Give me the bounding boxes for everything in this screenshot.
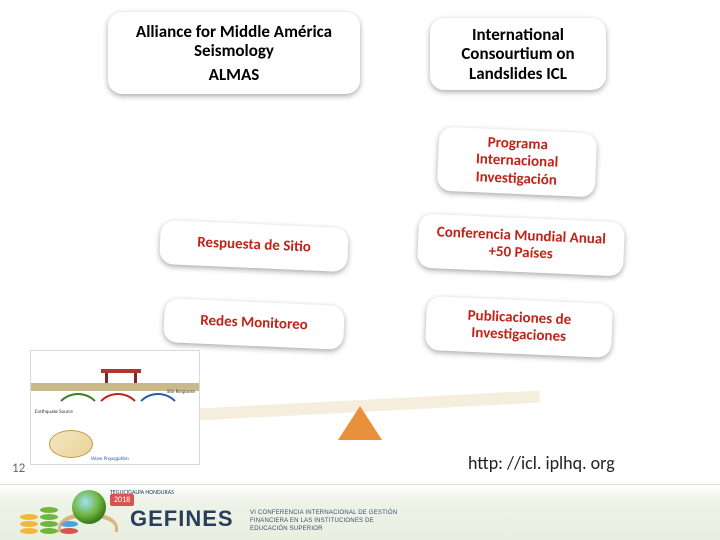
footer-earth-icon	[72, 490, 106, 524]
diagram-label-wave: Wave Propagation	[91, 456, 129, 462]
card-respuesta: Respuesta de Sitio	[159, 220, 349, 272]
card-publicaciones: Publicaciones de Investigaciones	[425, 296, 613, 358]
icl-line3: Landslides ICL	[461, 64, 574, 84]
almas-line1: Alliance for Middle América	[136, 22, 332, 42]
diagram-bridge	[101, 361, 141, 383]
respuesta-text: Respuesta de Sitio	[197, 235, 311, 257]
diagram-fault	[49, 430, 93, 458]
diagram-label-site: Site Response	[167, 389, 195, 395]
icl-line1: International	[461, 25, 574, 45]
card-almas: Alliance for Middle América Seismology A…	[108, 12, 360, 94]
wave-blue	[133, 393, 183, 443]
url-text: http: //icl. iplhq. org	[468, 452, 615, 474]
balance-scale	[180, 400, 540, 440]
almas-line3: ALMAS	[136, 65, 332, 85]
footer-location: TEGUCIGALPA HONDURAS	[110, 488, 174, 496]
page-number: 12	[12, 461, 25, 476]
scale-pivot	[338, 406, 382, 440]
publicaciones-text: Publicaciones de Investigaciones	[439, 306, 598, 347]
footer-text-block: GEFINES VI CONFERENCIA INTERNACIONAL DE …	[130, 506, 234, 532]
footer-sub1: VI CONFERENCIA INTERNACIONAL DE GESTIÓN	[250, 510, 430, 517]
programa-text: Programa Internacional Investigación	[451, 133, 583, 190]
footer-title: GEFINES	[130, 506, 234, 532]
card-icl: International Consourtium on Landslides …	[430, 18, 606, 90]
footer-sub2: FINANCIERA EN LAS INSTITUCIONES DE	[250, 518, 430, 525]
icl-line2: Consourtium on	[461, 44, 574, 64]
footer-sub3: EDUCACIÓN SUPERIOR	[250, 526, 430, 533]
mini-seismology-diagram: Earthquake Source Site Response Wave Pro…	[30, 350, 200, 465]
almas-line2: Seismology	[136, 41, 332, 61]
footer-bar: GEFINES VI CONFERENCIA INTERNACIONAL DE …	[0, 484, 720, 540]
footer-year: 2018	[114, 495, 130, 505]
card-redes: Redes Monitoreo	[163, 298, 345, 350]
conferencia-text: Conferencia Mundial Anual +50 Países	[431, 224, 610, 266]
redes-text: Redes Monitoreo	[200, 313, 308, 335]
card-conferencia: Conferencia Mundial Anual +50 Países	[417, 214, 625, 277]
diagram-label-source: Earthquake Source	[35, 409, 73, 415]
card-programa: Programa Internacional Investigación	[437, 127, 598, 198]
